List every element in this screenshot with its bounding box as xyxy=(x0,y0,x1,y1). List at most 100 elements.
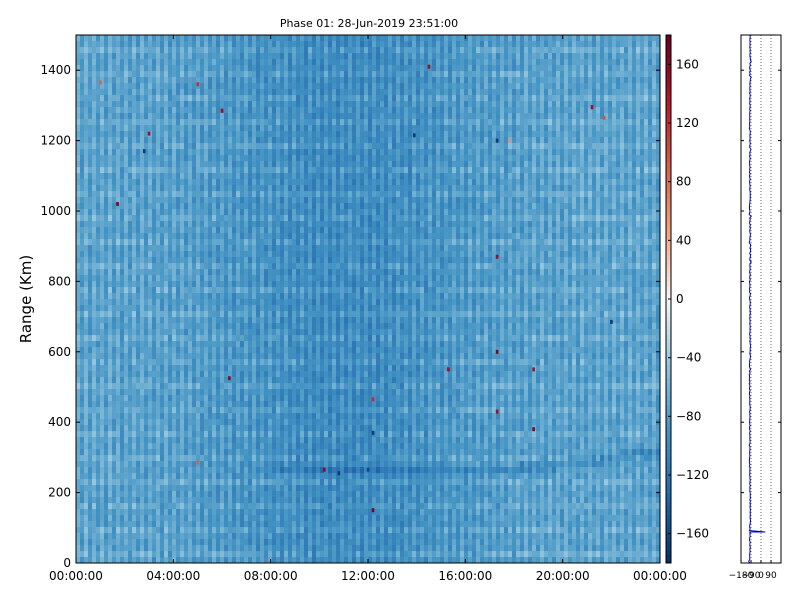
heatmap-column xyxy=(532,35,537,564)
outlier-cell xyxy=(147,131,151,136)
heatmap-column xyxy=(648,35,653,564)
colorbar-segment xyxy=(666,395,671,401)
colorbar-segment xyxy=(666,105,671,111)
heatmap-column xyxy=(644,35,649,564)
colorbar-segment xyxy=(666,211,671,216)
heatmap-column xyxy=(560,35,565,564)
colorbar-segment xyxy=(666,153,671,159)
heatmap-column xyxy=(348,35,353,564)
heatmap-column xyxy=(656,35,661,564)
heatmap-column xyxy=(576,35,581,564)
heatmap-column xyxy=(460,35,465,564)
heatmap-column xyxy=(604,35,609,564)
heatmap-column xyxy=(248,35,253,564)
heatmap-column xyxy=(188,35,193,564)
heatmap-column xyxy=(316,35,321,564)
heatmap-column xyxy=(608,35,613,564)
heatmap-column xyxy=(128,35,133,564)
heatmap-column xyxy=(440,35,445,564)
outlier-cell xyxy=(590,105,594,110)
colorbar-segment xyxy=(666,497,671,502)
x-tick-label: 04:00:00 xyxy=(146,569,200,583)
colorbar-segment xyxy=(666,453,671,458)
heatmap-column xyxy=(332,35,337,564)
colorbar-segment xyxy=(666,510,671,515)
heatmap-column xyxy=(240,35,245,564)
heatmap-column xyxy=(280,35,285,564)
outlier-cell xyxy=(142,149,146,154)
colorbar-axis: −160 −120 −80 −40 0 40 80 120 160 xyxy=(668,57,709,541)
colorbar-segment xyxy=(666,382,671,388)
colorbar-segment xyxy=(666,61,671,67)
colorbar-segment xyxy=(666,79,671,84)
colorbar-segment xyxy=(666,206,671,212)
colorbar-segment xyxy=(666,417,671,423)
colorbar-segment xyxy=(666,83,671,89)
heatmap-column xyxy=(184,35,189,564)
heatmap-column xyxy=(580,35,585,564)
y-tick-label: 200 xyxy=(48,486,71,500)
colorbar-segment xyxy=(666,404,671,410)
colorbar-segment xyxy=(666,470,671,476)
outlier-cell xyxy=(495,349,499,354)
colorbar-segment xyxy=(666,259,671,265)
heatmap-column xyxy=(488,35,493,564)
heatmap-column xyxy=(544,35,549,564)
profile-x-tick-label: −180 xyxy=(729,571,754,581)
outlier-cell xyxy=(495,254,499,259)
colorbar-segment xyxy=(666,391,671,397)
colorbar-segment xyxy=(666,131,671,137)
colorbar-segment xyxy=(666,180,671,185)
heatmap-column xyxy=(472,35,477,564)
x-tick-label: 00:00:00 xyxy=(633,569,687,583)
colorbar-segment xyxy=(666,294,671,300)
colorbar-segment xyxy=(666,351,671,357)
colorbar-segment xyxy=(666,505,671,511)
colorbar-segment xyxy=(666,96,671,102)
colorbar-segment xyxy=(666,118,671,124)
colorbar-segment xyxy=(666,290,671,295)
outlier-cell xyxy=(371,508,375,513)
colorbar-segment xyxy=(666,171,671,177)
colorbar-tick-label: 80 xyxy=(676,175,691,189)
x-tick-label: 16:00:00 xyxy=(438,569,492,583)
heatmap-column xyxy=(624,35,629,564)
colorbar-segment xyxy=(666,136,671,141)
colorbar-segment xyxy=(666,70,671,75)
heatmap-column xyxy=(360,35,365,564)
heatmap-column xyxy=(480,35,485,564)
heatmap-column xyxy=(224,35,229,564)
outlier-cell xyxy=(602,115,606,120)
heatmap-column xyxy=(452,35,457,564)
colorbar-tick-label: 0 xyxy=(676,292,684,306)
heatmap-column xyxy=(612,35,617,564)
colorbar-segment xyxy=(666,334,671,339)
colorbar-segment xyxy=(666,277,671,282)
heatmap-column xyxy=(212,35,217,564)
colorbar-segment xyxy=(666,175,671,181)
colorbar-segment xyxy=(666,321,671,326)
colorbar-segment xyxy=(666,360,671,366)
colorbar-segment xyxy=(666,422,671,427)
colorbar-tick-label: −160 xyxy=(676,527,709,541)
colorbar-segment xyxy=(666,241,671,247)
y-axis-label: Range (Km) xyxy=(17,255,35,343)
colorbar-segment xyxy=(666,193,671,199)
heatmap-column xyxy=(432,35,437,564)
heatmap-column xyxy=(324,35,329,564)
heatmap-column xyxy=(600,35,605,564)
colorbar-segment xyxy=(666,158,671,163)
heatmap-column xyxy=(232,35,237,564)
colorbar-segment xyxy=(666,549,671,555)
heatmap-column xyxy=(268,35,273,564)
heatmap-column xyxy=(592,35,597,564)
colorbar-segment xyxy=(666,387,671,392)
heatmap-column xyxy=(124,35,129,564)
colorbar-segment xyxy=(666,316,671,322)
heatmap-column xyxy=(192,35,197,564)
colorbar-segment xyxy=(666,189,671,194)
colorbar-segment xyxy=(666,527,671,533)
heatmap-column xyxy=(276,35,281,564)
y-tick-label: 1200 xyxy=(40,134,71,148)
